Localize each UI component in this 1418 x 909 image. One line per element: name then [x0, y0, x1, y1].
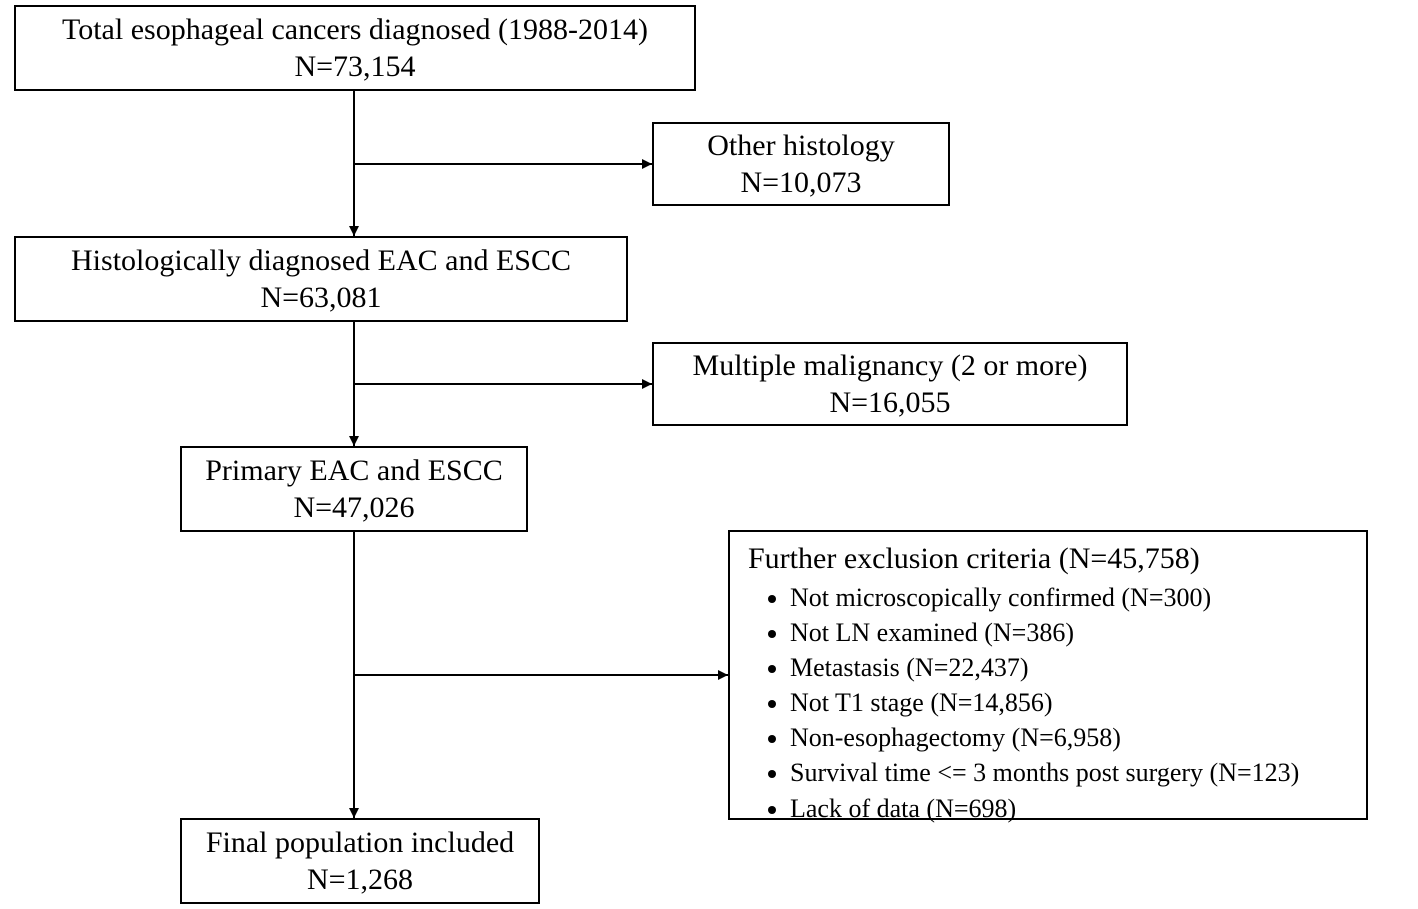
node-other-histology-count: N=10,073	[740, 164, 861, 202]
exclusion-criteria-title: Further exclusion criteria (N=45,758)	[748, 542, 1348, 576]
node-total-cancers: Total esophageal cancers diagnosed (1988…	[14, 5, 696, 91]
node-total-cancers-count: N=73,154	[294, 48, 415, 86]
node-other-histology: Other histology N=10,073	[652, 122, 950, 206]
node-histologically-diagnosed-count: N=63,081	[260, 279, 381, 317]
node-primary-eac-escc-count: N=47,026	[293, 489, 414, 527]
node-multiple-malignancy: Multiple malignancy (2 or more) N=16,055	[652, 342, 1128, 426]
exclusion-criteria-item: Metastasis (N=22,437)	[790, 650, 1348, 685]
node-final-population-count: N=1,268	[307, 861, 413, 899]
exclusion-criteria-item: Not microscopically confirmed (N=300)	[790, 580, 1348, 615]
node-exclusion-criteria: Further exclusion criteria (N=45,758) No…	[728, 530, 1368, 820]
exclusion-criteria-item: Not T1 stage (N=14,856)	[790, 685, 1348, 720]
flowchart-canvas: Total esophageal cancers diagnosed (1988…	[0, 0, 1418, 909]
exclusion-criteria-item: Not LN examined (N=386)	[790, 615, 1348, 650]
exclusion-criteria-item: Lack of data (N=698)	[790, 791, 1348, 826]
node-histologically-diagnosed: Histologically diagnosed EAC and ESCC N=…	[14, 236, 628, 322]
node-total-cancers-label: Total esophageal cancers diagnosed (1988…	[62, 11, 648, 49]
node-primary-eac-escc-label: Primary EAC and ESCC	[205, 452, 503, 490]
node-other-histology-label: Other histology	[707, 127, 895, 165]
exclusion-criteria-list: Not microscopically confirmed (N=300)Not…	[748, 580, 1348, 826]
exclusion-criteria-item: Survival time <= 3 months post surgery (…	[790, 755, 1348, 790]
node-histologically-diagnosed-label: Histologically diagnosed EAC and ESCC	[71, 242, 571, 280]
node-multiple-malignancy-label: Multiple malignancy (2 or more)	[693, 347, 1088, 385]
node-primary-eac-escc: Primary EAC and ESCC N=47,026	[180, 446, 528, 532]
node-final-population-label: Final population included	[206, 824, 514, 862]
node-final-population: Final population included N=1,268	[180, 818, 540, 904]
exclusion-criteria-item: Non-esophagectomy (N=6,958)	[790, 720, 1348, 755]
node-multiple-malignancy-count: N=16,055	[829, 384, 950, 422]
